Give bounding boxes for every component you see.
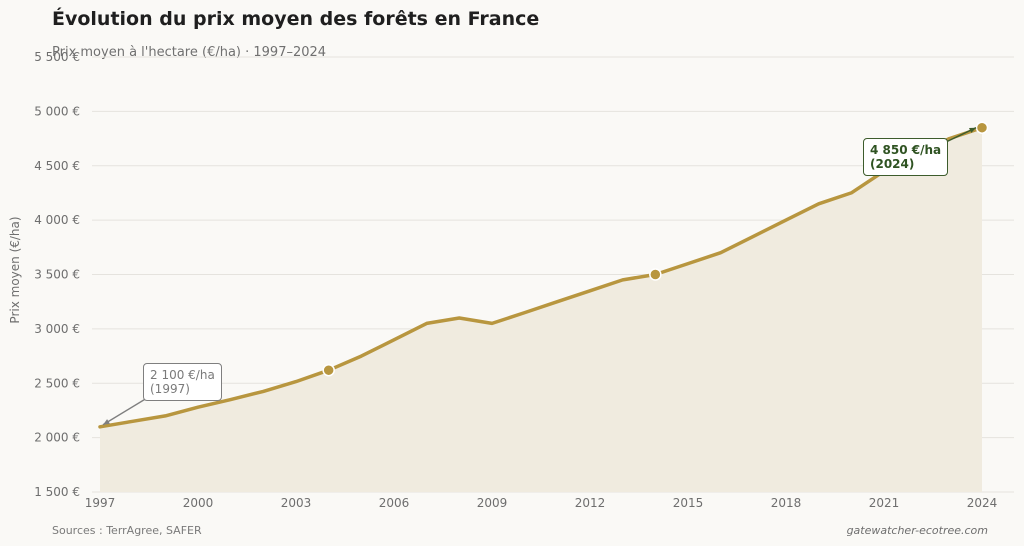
- x-tick-label: 2018: [771, 496, 802, 510]
- end-annotation-arrow-head: [969, 127, 976, 133]
- chart-title: Évolution du prix moyen des forêts en Fr…: [52, 8, 540, 30]
- x-tick-label: 2024: [967, 496, 998, 510]
- start-annotation-arrow-head: [103, 419, 110, 425]
- price-area-fill: [100, 127, 982, 492]
- y-tick-label: 2 500 €: [34, 376, 80, 390]
- data-point-marker: [649, 268, 662, 281]
- start-annotation-value: 2 100 €/ha: [150, 368, 215, 382]
- y-tick-label: 3 500 €: [34, 268, 80, 282]
- sources-text: Sources : TerrAgree, SAFER: [52, 524, 202, 537]
- data-point-marker: [322, 363, 335, 377]
- x-tick-label: 2006: [379, 496, 410, 510]
- start-annotation: 2 100 €/ha (1997): [143, 363, 222, 401]
- x-tick-label: 2021: [869, 496, 900, 510]
- y-tick-label: 4 500 €: [34, 159, 80, 173]
- y-tick-label: 3 000 €: [34, 322, 80, 336]
- y-tick-label: 2 000 €: [34, 431, 80, 445]
- x-tick-label: 1997: [85, 496, 116, 510]
- end-annotation-year: (2024): [870, 157, 915, 171]
- end-annotation-value: 4 850 €/ha: [870, 143, 942, 157]
- x-tick-label: 2012: [575, 496, 606, 510]
- chart-subtitle: Prix moyen à l'hectare (€/ha) · 1997–202…: [52, 45, 327, 60]
- y-tick-label: 4 000 €: [34, 213, 80, 227]
- x-tick-label: 2000: [183, 496, 214, 510]
- price-series-line: [98, 125, 984, 429]
- start-annotation-year: (1997): [150, 382, 190, 396]
- y-tick-label: 5 000 €: [34, 104, 80, 118]
- y-tick-label: 5 500 €: [34, 50, 80, 64]
- y-tick-label: 1 500 €: [34, 485, 80, 499]
- end-annotation: 4 850 €/ha (2024): [863, 138, 949, 176]
- data-point-marker: [975, 121, 989, 134]
- x-tick-label: 2003: [281, 496, 312, 510]
- x-tick-label: 2015: [673, 496, 704, 510]
- website-text: gatewatcher-ecotree.com: [846, 524, 988, 537]
- x-tick-label: 2009: [477, 496, 508, 510]
